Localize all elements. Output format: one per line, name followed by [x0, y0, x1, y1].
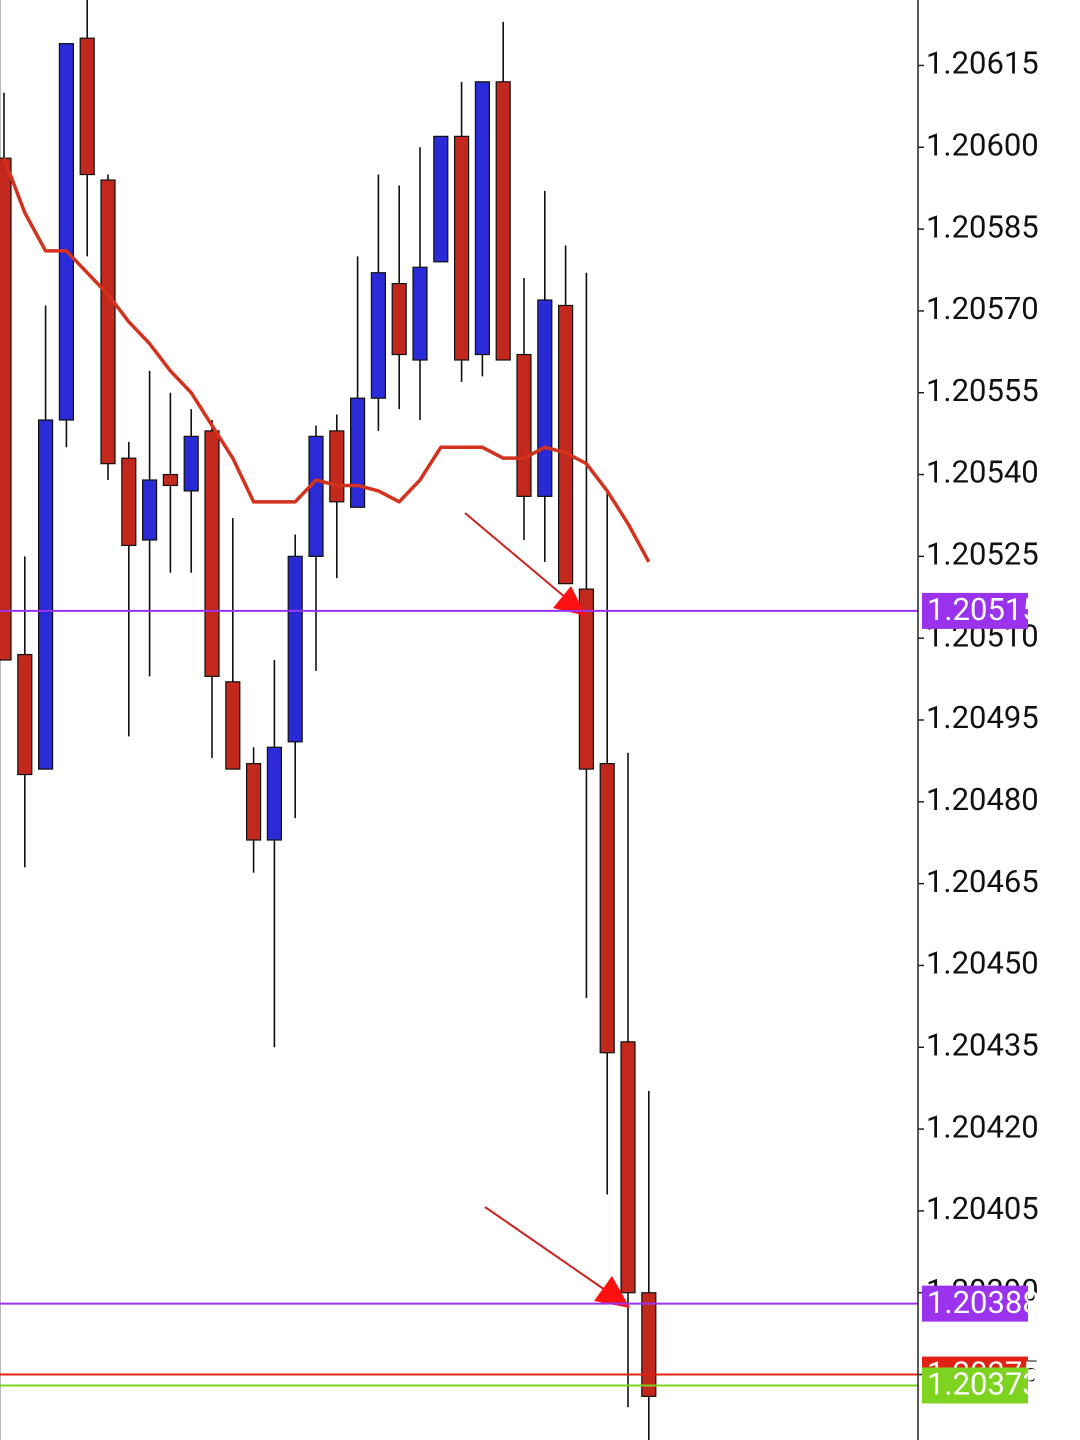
candle-body: [204, 430, 220, 677]
arrow-head: [553, 586, 586, 616]
y-tick-label: 1.20540: [926, 454, 1039, 491]
candle-body: [17, 653, 33, 776]
price-level-box: [922, 1367, 1028, 1404]
candle-body: [599, 763, 615, 1054]
y-tick-label: 1.20495: [926, 699, 1039, 736]
price-level-box: [922, 1285, 1028, 1322]
candle-body: [287, 555, 303, 743]
candle-body: [0, 157, 12, 661]
candle-body: [557, 304, 574, 585]
y-tick-label: 1.20480: [926, 781, 1039, 818]
y-tick-label: 1.20615: [926, 45, 1039, 82]
candle-body: [225, 681, 241, 770]
annotation-arrows: [464, 512, 630, 1308]
candle-body: [246, 763, 262, 841]
candle-body: [516, 353, 532, 497]
candle-body: [350, 397, 366, 508]
candle-body: [537, 299, 553, 497]
candle-body: [162, 473, 178, 487]
price-level-box: [922, 592, 1028, 629]
y-tick-label: 1.20465: [926, 863, 1039, 900]
axis-layer: 1.20615 1.20600 1.20585 1.20570 1.20555 1.205…: [918, 45, 1039, 1391]
arrow-head: [594, 1276, 630, 1308]
candle-body: [433, 135, 449, 263]
moving-average-line: [2, 157, 651, 563]
candle-body: [183, 435, 199, 492]
candle-body: [474, 81, 490, 356]
candle-body: [142, 479, 158, 541]
plot-area: [0, 0, 657, 1440]
y-tick-label: 1.20585: [926, 208, 1039, 245]
candle-body: [454, 135, 470, 361]
candle-body: [370, 272, 386, 399]
y-tick-label: 1.20405: [926, 1190, 1039, 1227]
y-tick-label: 1.20600: [926, 126, 1039, 163]
candle-body: [495, 81, 511, 361]
y-tick-label: 1.20525: [926, 536, 1039, 573]
candle-body: [266, 746, 282, 841]
y-tick-label: 1.20555: [926, 372, 1039, 409]
candle-body: [641, 1292, 657, 1397]
candle-body: [620, 1041, 636, 1294]
y-tick-label: 1.20570: [926, 290, 1039, 327]
candle-body: [121, 457, 137, 547]
candle-body: [100, 179, 116, 465]
candle-body: [79, 37, 95, 176]
arrow-line: [484, 1206, 609, 1293]
arrow-line: [464, 512, 567, 599]
candle-body: [412, 266, 428, 361]
y-tick-label: 1.20420: [926, 1108, 1039, 1145]
candle-body: [391, 283, 407, 356]
candle-body: [58, 43, 75, 421]
price-level-label: 1.20373: [927, 1366, 1040, 1403]
price-level-label: 1.20388: [927, 1284, 1040, 1321]
candle-body: [329, 430, 345, 503]
y-tick-label: 1.20450: [926, 945, 1039, 982]
candle-body: [308, 435, 324, 557]
price-level-label: 1.20515: [927, 591, 1040, 628]
candle-body: [37, 419, 54, 770]
y-tick-label: 1.20435: [926, 1026, 1039, 1063]
candle-body: [578, 588, 595, 770]
